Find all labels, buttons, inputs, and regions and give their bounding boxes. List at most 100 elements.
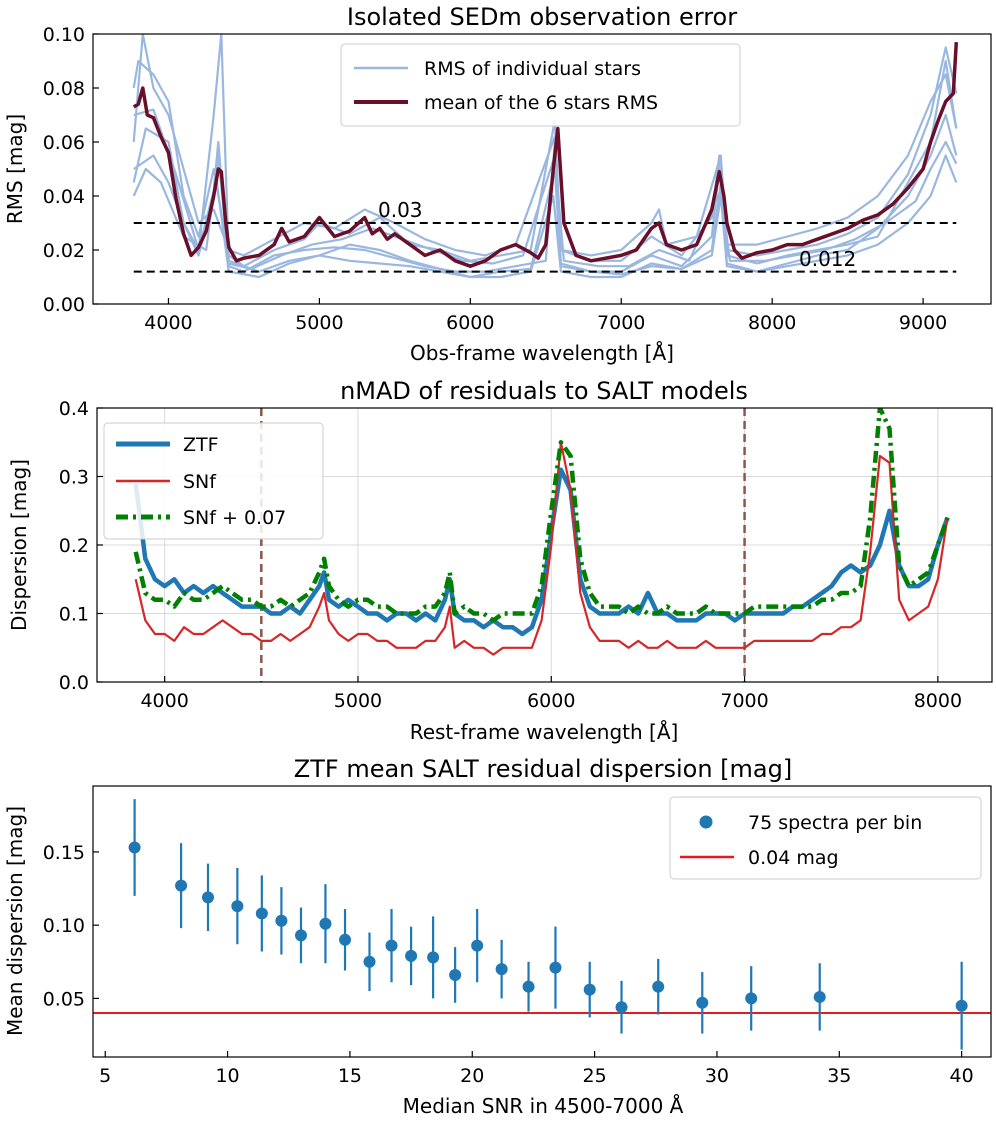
- y-tick-label: 0.04: [43, 186, 85, 208]
- data-point: [405, 949, 418, 962]
- panel-ztf-dispersion: ZTF mean SALT residual dispersion [mag] …: [3, 755, 992, 1118]
- data-point: [363, 955, 376, 968]
- y-tick-label: 0.08: [43, 78, 85, 100]
- legend-box: [103, 422, 324, 540]
- data-point: [385, 939, 398, 952]
- legend: ZTF SNf SNf + 0.07: [103, 422, 324, 540]
- y-tick-label: 0.1: [59, 604, 89, 626]
- x-ticks: 5 10 15 20 25 30 35 40: [99, 1051, 974, 1087]
- panel-sedm-error: Isolated SEDm observation error 4000 5000…: [3, 3, 992, 365]
- data-point: [615, 1001, 628, 1014]
- legend-box: [340, 43, 741, 127]
- x-ticks: 4000 5000 6000 7000 8000: [140, 676, 962, 712]
- hline-label-0-012: 0.012: [799, 247, 856, 271]
- points: [128, 799, 968, 1050]
- y-tick-label: 0.2: [59, 535, 89, 557]
- legend-label-hline: 0.04 mag: [748, 847, 839, 869]
- x-tick-label: 40: [950, 1065, 974, 1087]
- x-tick-label: 15: [338, 1065, 362, 1087]
- series-line-snf: [134, 441, 949, 656]
- y-tick-label: 0.05: [43, 988, 85, 1010]
- x-ticks: 4000 5000 6000 7000 8000 9000: [144, 298, 947, 334]
- plot-area: [132, 34, 959, 279]
- x-tick-label: 7000: [597, 312, 645, 334]
- data-point: [202, 891, 215, 904]
- y-tick-label: 0.06: [43, 132, 85, 154]
- x-axis-label: Rest-frame wavelength [Å]: [410, 720, 679, 744]
- x-tick-label: 8000: [748, 312, 796, 334]
- data-point: [427, 951, 440, 964]
- legend-label-mean: mean of the 6 stars RMS: [424, 92, 658, 114]
- y-tick-label: 0.3: [59, 467, 89, 489]
- x-tick-label: 6000: [527, 690, 575, 712]
- data-point: [495, 963, 508, 976]
- data-point: [955, 999, 968, 1012]
- x-axis-label: Median SNR in 4500-7000 Å: [403, 1094, 684, 1118]
- data-point: [128, 841, 141, 854]
- data-point: [652, 980, 665, 993]
- legend-label-points: 75 spectra per bin: [748, 812, 922, 834]
- y-axis-label: RMS [mag]: [3, 114, 27, 224]
- data-point: [813, 990, 826, 1003]
- legend-label-ztf: ZTF: [183, 434, 219, 456]
- x-tick-label: 30: [705, 1065, 729, 1087]
- y-tick-label: 0.02: [43, 240, 85, 262]
- y-tick-label: 0.10: [43, 24, 85, 46]
- y-ticks: 0.05 0.10 0.15: [43, 842, 99, 1010]
- data-point: [231, 900, 244, 913]
- series-lines: [133, 408, 950, 656]
- data-point: [275, 914, 288, 927]
- y-tick-label: 0.10: [43, 915, 85, 937]
- x-axis-label: Obs-frame wavelength [Å]: [410, 341, 674, 365]
- x-tick-label: 4000: [140, 690, 188, 712]
- x-tick-label: 10: [215, 1065, 239, 1087]
- data-point: [549, 961, 562, 974]
- data-point: [449, 968, 462, 981]
- x-tick-label: 20: [460, 1065, 484, 1087]
- data-point: [583, 983, 596, 996]
- data-point: [319, 917, 332, 930]
- x-tick-label: 6000: [446, 312, 494, 334]
- series-line-snf-0-07: [133, 408, 950, 623]
- y-tick-label: 0.4: [59, 398, 89, 420]
- x-tick-label: 35: [827, 1065, 851, 1087]
- x-tick-label: 8000: [914, 690, 962, 712]
- plot-area: [133, 408, 950, 682]
- data-point: [339, 933, 352, 946]
- data-point: [696, 996, 709, 1009]
- x-tick-label: 5000: [334, 690, 382, 712]
- x-tick-label: 9000: [899, 312, 947, 334]
- legend: RMS of individual stars mean of the 6 st…: [340, 43, 741, 127]
- axes-frame: [92, 785, 992, 1058]
- legend-label-snf-offset: SNf + 0.07: [183, 507, 286, 529]
- data-point: [522, 980, 535, 993]
- legend-label-individual: RMS of individual stars: [424, 58, 641, 80]
- legend-label-snf: SNf: [183, 471, 217, 493]
- y-ticks: 0.0 0.1 0.2 0.3 0.4: [59, 398, 103, 694]
- chart-title: nMAD of residuals to SALT models: [340, 377, 748, 405]
- data-point: [294, 929, 307, 942]
- legend: 75 spectra per bin 0.04 mag: [669, 796, 982, 880]
- individual-star-line-5: [133, 34, 958, 279]
- x-tick-label: 5: [99, 1065, 111, 1087]
- reference-lines: [133, 222, 957, 273]
- x-tick-label: 5000: [295, 312, 343, 334]
- y-tick-label: 0.0: [59, 672, 89, 694]
- data-point: [745, 992, 758, 1005]
- legend-swatch-points: [699, 815, 713, 829]
- individual-star-line-3: [132, 46, 958, 268]
- data-point: [255, 907, 268, 920]
- y-axis-label: Dispersion [mag]: [7, 459, 31, 631]
- series-line-ztf: [133, 467, 950, 637]
- x-tick-label: 4000: [144, 312, 192, 334]
- legend-box: [669, 796, 982, 880]
- y-axis-label: Mean dispersion [mag]: [3, 806, 27, 1036]
- x-tick-label: 25: [583, 1065, 607, 1087]
- data-point: [175, 879, 188, 892]
- x-tick-label: 7000: [720, 690, 768, 712]
- data-point: [471, 939, 484, 952]
- chart-title: ZTF mean SALT residual dispersion [mag]: [294, 755, 792, 783]
- mean-line: [132, 41, 959, 268]
- plot-area: [93, 799, 991, 1050]
